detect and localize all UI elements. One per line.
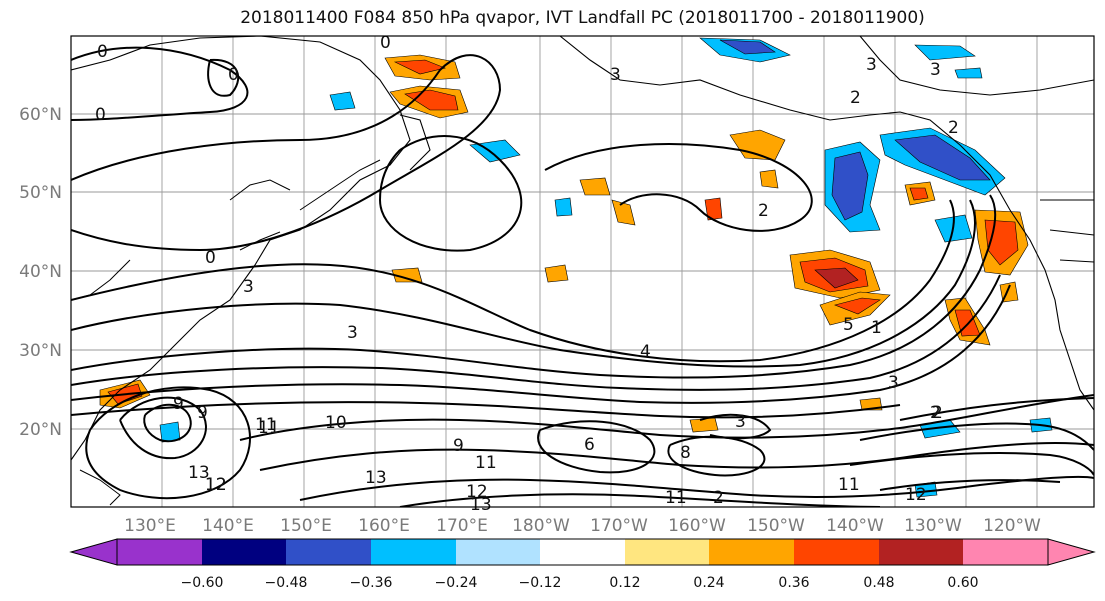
contour-label: 10	[325, 413, 347, 433]
lat-label: 20°N	[19, 420, 62, 440]
contour-label: 0	[95, 105, 106, 125]
contour-label: 4	[640, 342, 651, 362]
colorbar-bin	[117, 539, 202, 565]
contour-label: 11	[255, 415, 277, 435]
contour-label: 9	[453, 436, 464, 456]
colorbar-bin	[709, 539, 794, 565]
lon-label: 170°E	[436, 516, 488, 536]
colorbar-frame	[116, 538, 1049, 566]
lon-label: 150°W	[747, 516, 805, 536]
contour-label: 8	[680, 443, 691, 463]
lon-label: 140°W	[826, 516, 884, 536]
contour-label: 0	[228, 65, 239, 85]
colorbar-bin	[540, 539, 625, 565]
lat-label: 40°N	[19, 262, 62, 282]
colorbar-bin	[456, 539, 540, 565]
contour-label: 13	[365, 468, 387, 488]
colorbar-bin	[202, 539, 286, 565]
map-title: 2018011400 F084 850 hPa qvapor, IVT Land…	[240, 8, 925, 28]
contour-label: 2	[758, 201, 769, 221]
colorbar-tick-label: −0.36	[350, 575, 393, 591]
contour-label: 1	[871, 318, 882, 338]
contour-label: 2	[713, 488, 724, 508]
contour-labels: 0 0 0 0 0 3 3 3 3 2 2 2 2 3 4 1 3 5 9 9 …	[95, 33, 959, 515]
contour-label: 9	[197, 403, 208, 423]
colorbar-tick-label: 0.12	[609, 575, 640, 591]
lon-label: 160°W	[668, 516, 726, 536]
colorbar-bin	[963, 539, 1048, 565]
contour-label: 3	[888, 373, 899, 393]
contour-label: 3	[243, 277, 254, 297]
contour-label: 13	[470, 495, 492, 515]
lat-label: 60°N	[19, 105, 62, 125]
colorbar-tick-label: −0.24	[435, 575, 478, 591]
contour-label: 3	[735, 412, 746, 432]
contour-label: 12	[205, 475, 227, 495]
colorbar-tick-label: 0.24	[693, 575, 724, 591]
island-outlines	[71, 159, 381, 506]
contour-label: 3	[866, 55, 877, 75]
colorbar-tick-label: −0.60	[181, 575, 224, 591]
contour-label: 2	[932, 403, 943, 423]
colorbar-extend-high	[1047, 538, 1096, 566]
latitude-labels: 60°N 50°N 40°N 30°N 20°N	[19, 105, 62, 440]
lon-label: 150°E	[280, 516, 332, 536]
lat-label: 50°N	[19, 183, 62, 203]
contour-label: 12	[905, 485, 927, 505]
colorbar-bin	[794, 539, 879, 565]
contour-label: 12	[466, 482, 488, 502]
lon-label: 160°E	[358, 516, 410, 536]
lat-label: 30°N	[19, 341, 62, 361]
ivt-contours	[71, 46, 1094, 507]
contour-label: 2	[948, 118, 959, 138]
lon-label: 120°W	[983, 516, 1041, 536]
colorbar-bin	[371, 539, 456, 565]
contour-label: 3	[610, 65, 621, 85]
lon-label: 180°W	[512, 516, 570, 536]
colorbar-tick-label: 0.60	[947, 575, 978, 591]
plot-area	[71, 36, 1094, 507]
contour-label: 12	[205, 475, 227, 495]
contour-label: 0	[205, 248, 216, 268]
contour-label: 13	[188, 463, 210, 483]
lon-label: 130°E	[124, 516, 176, 536]
contour-label: 3	[930, 60, 941, 80]
contour-label: 11	[475, 453, 497, 473]
contour-label: 2	[850, 88, 861, 108]
colorbar-tick-label: 0.48	[863, 575, 894, 591]
lon-label: 170°W	[590, 516, 648, 536]
colorbar-tick-label: 0.36	[778, 575, 809, 591]
colorbar-tick-label: −0.12	[519, 575, 562, 591]
contour-label: 5	[843, 315, 854, 335]
plot-frame	[70, 35, 1095, 508]
contour-label: 0	[380, 33, 391, 53]
contour-label: 9	[173, 394, 184, 414]
longitude-labels: 130°E 140°E 150°E 160°E 170°E 180°W 170°…	[124, 516, 1041, 536]
contour-label: 11	[665, 488, 687, 508]
colorbar-bin	[879, 539, 963, 565]
colorbar-extend-low	[69, 538, 118, 566]
colorbar: −0.60 −0.48 −0.36 −0.24 −0.12 0.12 0.24 …	[69, 538, 1096, 591]
contour-label: 11	[838, 475, 860, 495]
contour-label: 11	[258, 418, 280, 438]
contour-label: 6	[584, 435, 595, 455]
lon-label: 130°W	[904, 516, 962, 536]
lon-label: 140°E	[202, 516, 254, 536]
contour-label: 0	[97, 42, 108, 62]
colorbar-bin	[286, 539, 371, 565]
colorbar-bin	[625, 539, 709, 565]
contour-label: 2	[930, 403, 941, 423]
colorbar-tick-label: −0.48	[265, 575, 308, 591]
contour-label: 3	[347, 323, 358, 343]
